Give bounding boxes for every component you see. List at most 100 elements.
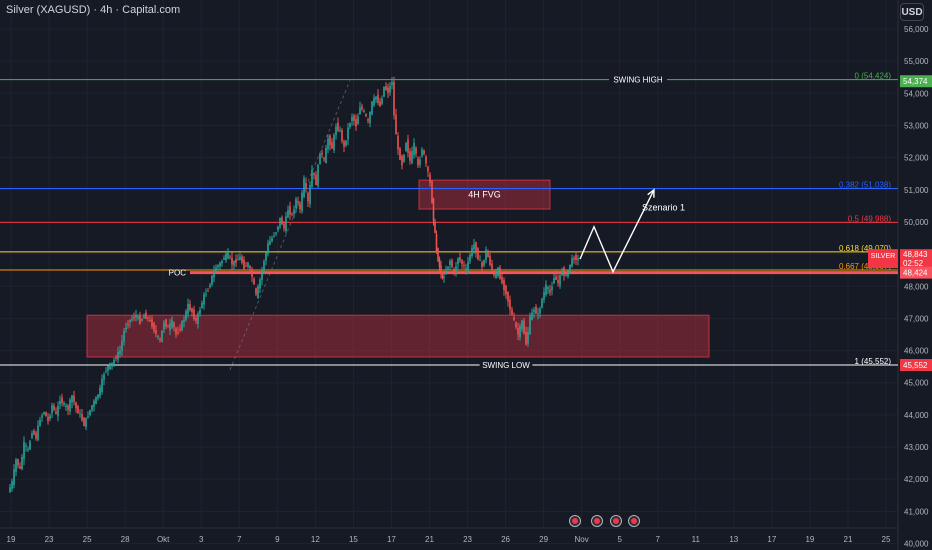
candle-body [137,316,139,318]
candle-body [21,457,23,470]
candle-body [33,430,35,435]
candle-body [549,289,551,293]
candle-body [379,101,381,107]
candle-body [11,481,13,489]
candle-body [471,247,473,256]
candle-body [303,178,305,197]
currency-button[interactable]: USD [900,3,924,21]
y-tick-label: 42,000 [904,475,929,484]
candle-body [51,405,53,414]
candle-body [437,248,439,261]
candle-body [459,257,461,261]
candle-body [291,213,293,215]
candle-body [355,119,357,127]
candle-body [215,267,217,272]
candle-body [169,323,171,331]
candle-body [157,335,159,337]
candle-body [541,298,543,308]
candle-body [293,209,295,214]
candle-body [539,308,541,314]
candle-body [417,158,419,166]
candle-body [347,127,349,140]
candle-body [529,316,531,335]
candle-body [461,260,463,265]
candle-body [353,115,355,121]
candle-body [301,192,303,212]
candle-body [325,147,327,164]
candle-body [65,405,67,407]
candle-body [159,339,161,341]
x-tick-label: 26 [501,535,510,544]
candle-body [423,150,425,155]
level-ratio-label: 0.618 (49,070) [839,244,891,253]
level-ratio-label: 0.667 (48,507) [839,262,891,271]
x-tick-label: 5 [617,535,622,544]
candle-body [327,138,329,150]
candle-body [111,362,113,367]
candle-body [289,206,291,215]
candle-body [9,487,11,493]
candle-body [395,114,397,135]
x-tick-label: Okt [157,535,170,544]
candle-body [221,260,223,264]
scenario-label: Szenario 1 [642,203,685,213]
candle-body [85,417,87,427]
candle-body [231,257,233,265]
candle-body [213,271,215,278]
candle-body [79,413,81,415]
x-tick-label: 15 [349,535,358,544]
candle-body [497,267,499,277]
candle-body [319,153,321,165]
candle-body [509,299,511,310]
candle-body [357,116,359,125]
candle-body [287,209,289,218]
candle-body [13,469,15,485]
zone-label: 4H FVG [468,190,501,200]
candle-body [555,276,557,280]
candle-body [31,433,33,438]
candle-body [71,395,73,403]
candle-body [93,400,95,407]
candle-body [219,262,221,267]
candle-body [251,269,253,277]
candle-body [285,216,287,232]
candle-body [217,265,219,268]
candle-body [275,232,277,234]
candle-body [533,309,535,313]
symbol-title[interactable]: Silver (XAGUSD) · 4h · Capital.com [6,4,181,16]
candle-body [35,432,37,439]
candle-body [47,417,49,421]
candle-body [369,111,371,124]
trend-guide-line [229,80,351,371]
candle-body [91,405,93,411]
y-tick-label: 45,000 [904,379,929,388]
candle-body [339,130,341,132]
candle-body [81,413,83,421]
candle-body [113,359,115,364]
level-label-bg [479,359,533,370]
y-tick-label: 46,000 [904,347,929,356]
candle-body [453,269,455,272]
x-tick-label: 21 [425,535,434,544]
price-tag-countdown: 02:52 [903,259,924,268]
candle-body [331,142,333,149]
candle-body [261,269,263,281]
candle-body [359,107,361,115]
candle-body [475,241,477,253]
candle-body [245,265,247,267]
candle-body [519,325,521,338]
candle-body [485,249,487,261]
candle-body [227,251,229,259]
candle-body [229,256,231,258]
candle-body [205,293,207,295]
candle-body [543,292,545,300]
price-tag-value: 45,552 [903,361,928,370]
candle-body [569,264,571,270]
candle-body [405,142,407,152]
candle-body [99,387,101,397]
event-flag-icon-dot [572,518,578,524]
candle-body [469,254,471,262]
candle-body [97,394,99,399]
